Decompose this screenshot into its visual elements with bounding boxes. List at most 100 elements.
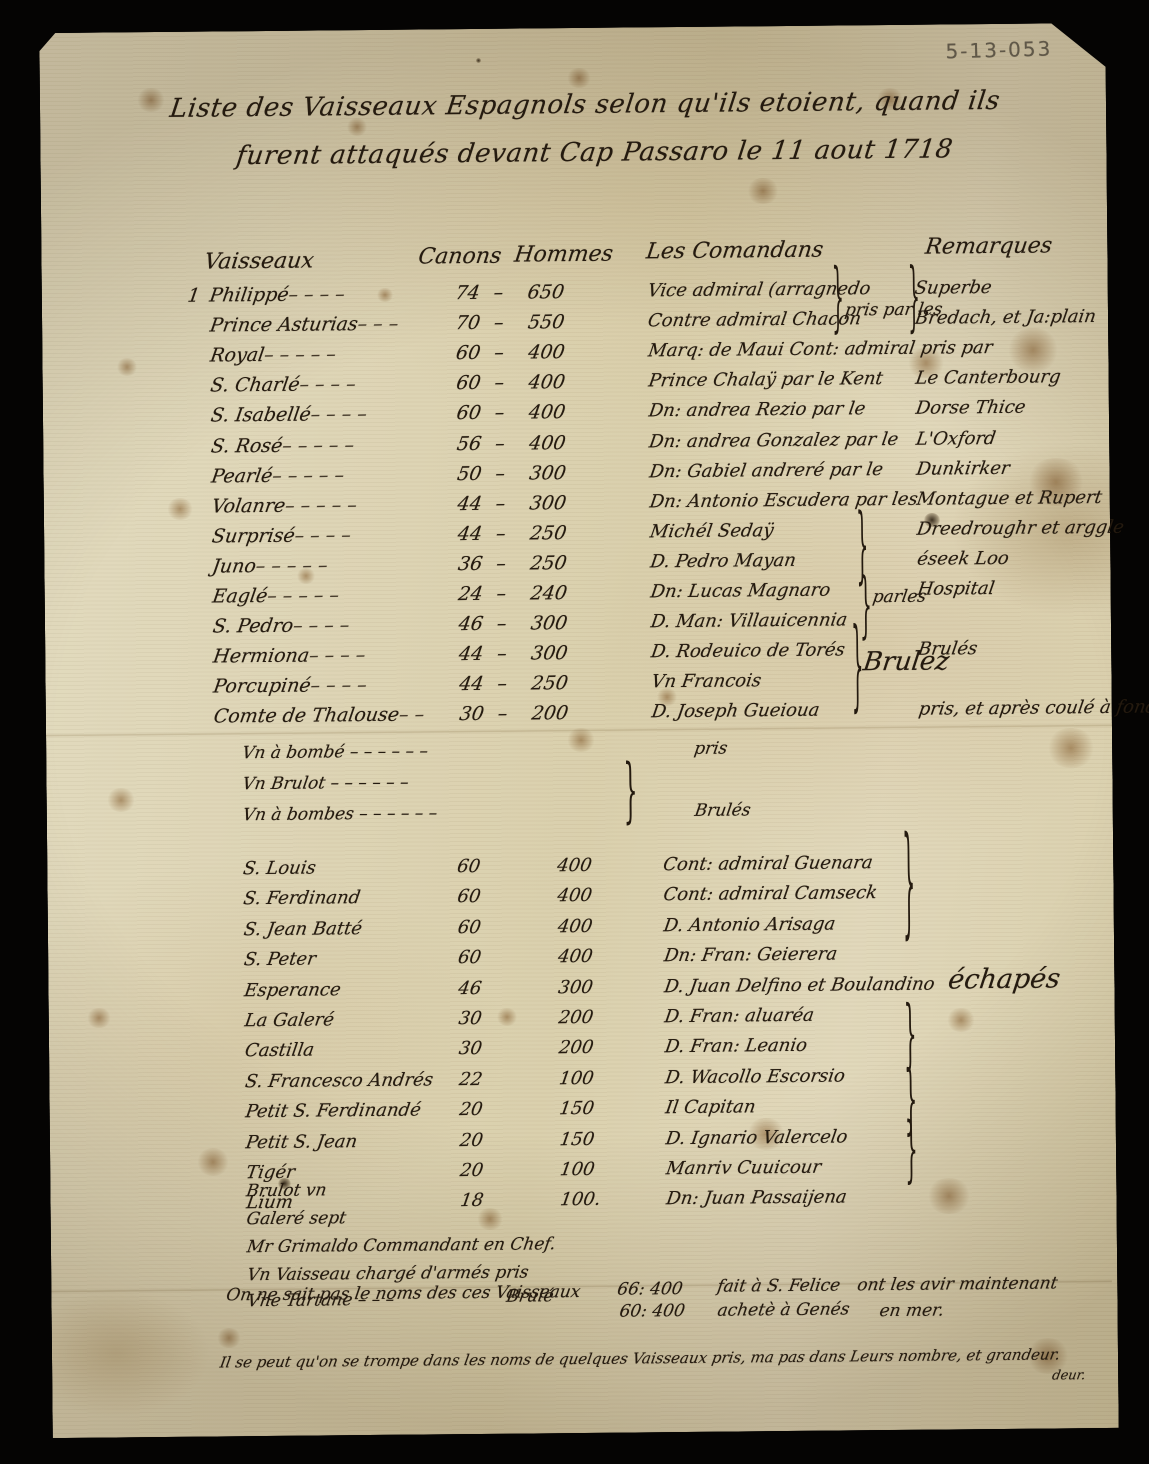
escaped-ship-crew-count: 400 [556,946,595,968]
column-header-vaisseaux: Vaisseaux [202,248,316,275]
escaped-ship-gun-count: 30 [457,1038,484,1060]
escaped-ship-commander: Manriv Cuuicour [664,1156,823,1180]
ship-commander: Prince Chalaÿ par le Kent [647,368,885,392]
ship-commander: Dn: Gabiel andreré par le [647,458,885,482]
ship-gun-count: 74 [453,281,482,305]
escaped-ship-commander: D. Fran: Leanio [663,1035,809,1058]
escaped-ship-crew-count: 150 [558,1128,596,1150]
ship-name-label: Hermiona [211,644,311,668]
escaped-ship-gun-count: 20 [458,1159,485,1182]
gun-men-separator: – [493,462,507,485]
escaped-ship-commander: Il Capitan [664,1096,758,1119]
escaped-ship-gun-count: 22 [457,1068,484,1090]
gun-men-separator: – [496,703,509,726]
ship-commander: Dn: andrea Gonzalez par le [647,428,900,452]
escaped-ship-name: Petit S. Jean [244,1130,359,1153]
leader-dashes: – – – – [297,373,358,396]
ship-remark: Hospital [916,577,996,600]
small-craft-name: Vn à bombes – – – – – – [241,803,439,826]
ship-crew-count: 250 [528,521,569,545]
escaped-ship-crew-count: 100 [557,1067,596,1090]
ship-gun-count: 44 [455,492,484,515]
escaped-ship-gun-count: 46 [456,977,483,999]
ship-gun-count: 24 [456,582,485,606]
ship-gun-count: 60 [454,372,483,395]
ship-name-label: Royal [208,344,266,367]
escaped-ship-gun-count: 18 [458,1190,485,1212]
escaped-ship-crew-count: 300 [556,976,595,998]
ship-name-label: S. Pedro [211,614,295,638]
ship-crew-count: 400 [527,371,567,394]
escaped-ship-crew-count: 400 [556,885,594,907]
escaped-fleet-table: S. Louis 60 400 Cont: admiral Guenara S. Fer… [39,23,1105,1214]
ship-crew-count: 300 [529,612,569,635]
escaped-ship-commander: Cont: admiral Guenara [661,852,875,876]
ship-name: Porcupiné – – – – [212,674,369,698]
archive-reference-number: 5-13-053 [945,36,1053,64]
escaped-ship-commander: Cont: admiral Camseck [662,882,879,906]
column-header-remarques: Remarques [923,233,1054,260]
escaped-ship-crew-count: 150 [558,1098,596,1120]
document-title-line-1: Liste des Vaisseaux Espagnols selon qu'i… [168,85,1003,124]
small-craft-remark: Brulés [693,800,753,821]
leader-dashes: – – – – [307,644,368,667]
final-note-line-2: deur. [1050,1368,1087,1384]
leader-dashes: – – – – – [265,584,341,608]
escaped-ship-commander: D. Wacollo Escorsio [663,1065,847,1088]
ship-name-label: Pearlé [209,464,275,488]
leader-dashes: – – – [356,312,401,336]
escaped-ship-crew-count: 400 [555,854,594,877]
remark-parles: parles [871,586,928,608]
ship-crew-count: 300 [529,642,570,665]
escaped-ship-gun-count: 60 [456,916,483,938]
gun-men-separator: – [495,672,509,696]
gun-men-separator: – [494,552,508,575]
ship-name: Juno – – – – – [211,554,329,577]
ship-name: Philippé – – – – [208,283,346,306]
escaped-ship-name: Esperance [242,978,343,1001]
ship-commander: D. Man: Villauicennia [649,609,849,633]
remark-pris-par-les: pris par les [843,299,944,321]
escaped-ship-name: S. Louis [241,857,318,880]
gun-men-separator: – [494,522,508,545]
ship-remark: éseek Loo [915,547,1011,570]
ship-commander: Marq: de Maui Cont: admiral pris par [646,337,994,362]
ship-remark: Superbe [913,277,994,299]
row-index: 1 [186,284,202,307]
manuscript-ink-layer: 5-13-053 Liste des Vaisseaux Espagnols s… [39,23,1149,1438]
ship-gun-count: 44 [457,673,486,696]
escaped-ship-name: S. Peter [242,948,318,971]
footer-note-line-3: Mr Grimaldo Commandant en Chef. [245,1234,558,1258]
leader-dashes: – – – – [293,523,353,547]
ship-name-label: Volanre [210,494,287,518]
ship-name: S. Pedro – – – – [211,614,351,637]
leader-dashes: – – – – – [254,554,330,578]
gun-men-separator: – [495,642,509,665]
escaped-ship-gun-count: 60 [456,886,483,908]
leader-dashes: – – [397,703,426,727]
gun-men-separator: – [494,492,507,515]
escaped-ship-commander: Dn: Fran: Geierera [662,943,839,967]
escaped-ship-crew-count: 200 [557,1037,595,1059]
gun-men-separator: – [493,432,507,455]
ship-crew-count: 550 [526,311,566,334]
ship-commander: Dn: Antonio Escudera par les [648,488,920,513]
ship-name: S. Rosé – – – – – [210,434,356,457]
unknown-ships-figures-2: 60: 400 [618,1300,687,1322]
ship-gun-count: 60 [454,342,483,365]
leader-dashes: – – – – [309,403,369,426]
ship-crew-count: 250 [528,551,569,575]
small-craft-remark: pris [692,738,729,759]
unknown-ships-note: On ne sait pas le noms des ces Vaisseaux [224,1281,582,1306]
ship-commander: D. Rodeuico de Torés [649,639,847,663]
small-craft-name: Vn à bombé – – – – – – [240,741,430,764]
built-at-note-2: achetè à Genés [716,1299,851,1321]
ship-name-label: Surprisé [210,524,297,548]
ship-remark: Dreedroughr et arggle [915,516,1126,540]
ship-commander: Vn Francois [649,670,763,693]
escaped-ship-name: Castilla [243,1039,316,1062]
footer-note-line-1: Brulot vn [244,1180,328,1202]
remark-brulez: Brulez [861,646,952,678]
escaped-ship-commander: D. Ignario Valercelo [664,1126,850,1149]
ship-crew-count: 200 [530,702,570,725]
